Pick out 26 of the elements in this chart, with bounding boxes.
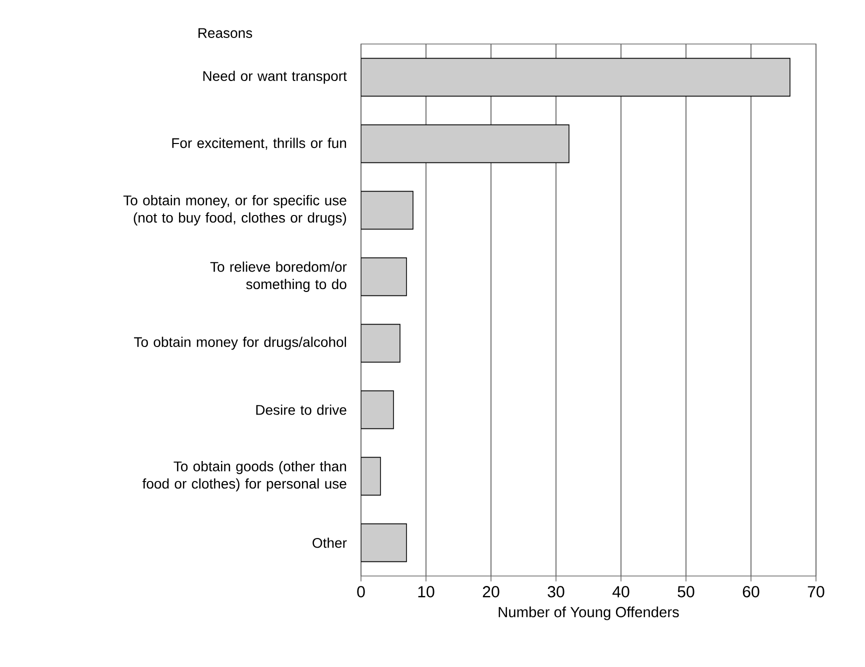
y-tick-label: To obtain money, or for specific use (not to buy food, clothes or drugs) [123, 195, 346, 226]
bar [361, 124, 570, 164]
bar [361, 523, 407, 562]
x-tick-label: 10 [418, 586, 434, 598]
bar [361, 456, 381, 496]
y-tick-label: Other [312, 538, 347, 548]
x-tick-label: 60 [742, 586, 760, 598]
x-tick-label: 20 [482, 586, 500, 598]
bar [361, 324, 400, 363]
y-tick-label: To obtain goods (other than food or clothes) for personal use [142, 461, 346, 492]
x-tick-label: 50 [678, 586, 694, 598]
y-tick-label: To obtain money for drugs/alcohol [134, 336, 346, 350]
y-tick-label: Desire to drive [256, 404, 346, 415]
y-axis-title: Reasons [198, 28, 252, 38]
x-tick-label: 70 [808, 586, 824, 598]
y-tick-label: For excitement, thrills or fun [172, 138, 346, 150]
x-tick-label: 40 [612, 586, 630, 598]
x-tick-label: 0 [357, 586, 365, 598]
bar [361, 390, 394, 430]
bar [361, 58, 790, 97]
bar [361, 190, 414, 230]
y-tick-label: To relieve boredom/or something to do [210, 262, 347, 292]
y-tick-label: Need or want transport [203, 70, 347, 84]
x-axis-title: Number of Young Offenders [498, 606, 679, 620]
bar [361, 257, 407, 296]
x-tick-label: 30 [548, 586, 564, 598]
